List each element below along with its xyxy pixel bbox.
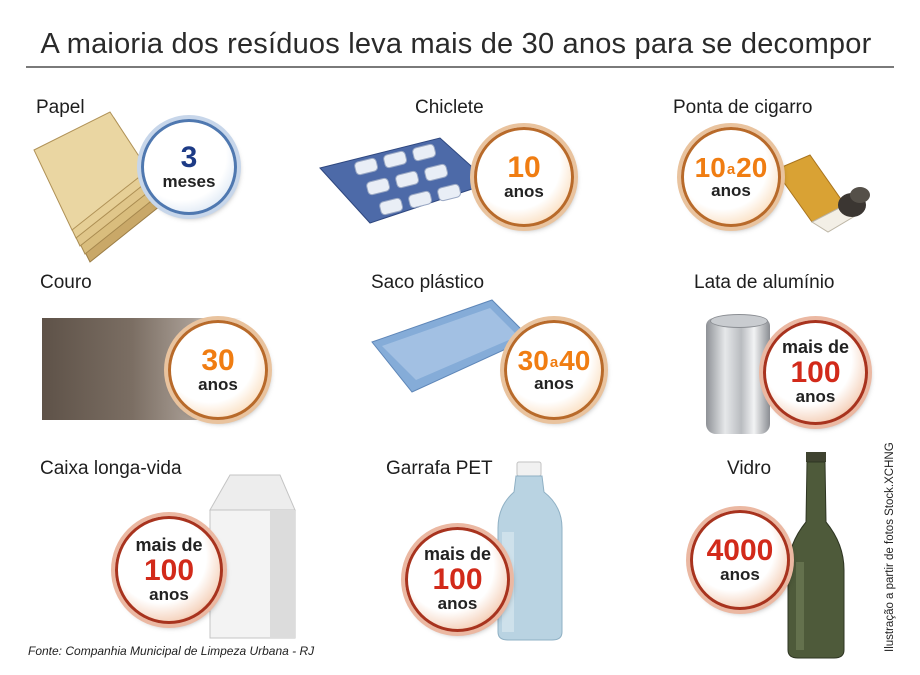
chewing-gum-icon (319, 137, 491, 224)
duration-badge-garrafa-pet: mais de 100 anos (405, 527, 510, 632)
page-title: A maioria dos resíduos leva mais de 30 a… (40, 28, 872, 60)
paper-stack-icon (33, 111, 166, 263)
can-lid (710, 314, 768, 328)
duration-badge-vidro: 4000 anos (690, 510, 790, 610)
duration-badge-saco-plastico: 30a40 anos (504, 320, 604, 420)
duration-badge-papel: 3 meses (141, 119, 237, 215)
item-label-chiclete: Chiclete (415, 97, 484, 118)
item-label-ponta-de-cigarro: Ponta de cigarro (673, 97, 813, 118)
item-label-lata-de-aluminio: Lata de alumínio (694, 272, 835, 293)
item-label-couro: Couro (40, 272, 92, 293)
item-label-caixa-longa-vida: Caixa longa-vida (40, 458, 182, 479)
glass-bottle-icon (787, 452, 845, 659)
duration-badge-lata-de-aluminio: mais de 100 anos (763, 320, 868, 425)
duration-badge-caixa-longa-vida: mais de 100 anos (115, 516, 223, 624)
duration-badge-ponta-de-cigarro: 10a20 anos (681, 127, 781, 227)
cigarette-butt-icon (774, 154, 870, 233)
duration-badge-couro: 30 anos (168, 320, 268, 420)
title-divider (26, 66, 894, 68)
photo-credit: Ilustração a partir de fotos Stock.XCHNG (884, 442, 896, 652)
item-label-saco-plastico: Saco plástico (371, 272, 485, 293)
source-note: Fonte: Companhia Municipal de Limpeza Ur… (28, 644, 315, 658)
aluminum-can-icon (706, 318, 770, 434)
item-label-vidro: Vidro (727, 458, 772, 479)
item-label-papel: Papel (36, 97, 85, 118)
duration-badge-chiclete: 10 anos (474, 127, 574, 227)
item-label-garrafa-pet: Garrafa PET (386, 458, 493, 479)
